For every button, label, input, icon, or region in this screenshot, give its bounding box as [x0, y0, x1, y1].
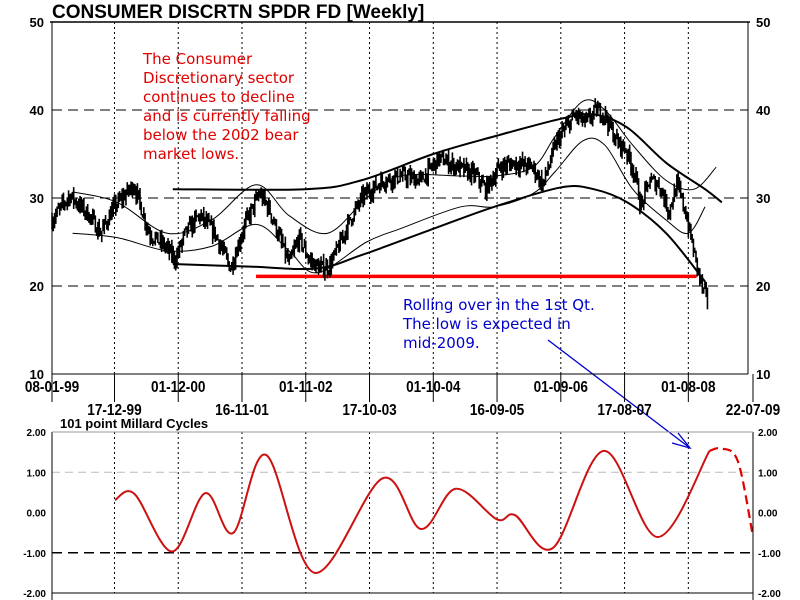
x-tick-label: 17-10-03 — [342, 402, 396, 419]
annotation-line: Discretionary sector — [143, 69, 295, 87]
osc-y-tick-label: -1.00 — [23, 549, 46, 560]
y-tick-label-right: 40 — [756, 103, 770, 118]
x-tick-label: 01-08-08 — [661, 379, 715, 396]
x-tick-label: 22-07-09 — [726, 402, 780, 419]
envelope-outer-upper — [172, 112, 723, 204]
osc-y-tick-label-right: 2.00 — [758, 428, 778, 439]
x-tick-label: 01-11-02 — [279, 379, 333, 396]
annotation-line: and is currently falling — [143, 107, 311, 125]
annotation-line: continues to decline — [143, 88, 295, 106]
y-tick-label-right: 50 — [756, 15, 770, 30]
oscillator-title: 101 point Millard Cycles — [60, 416, 208, 431]
y-tick-label: 30 — [30, 191, 44, 206]
envelope-inner-lower — [72, 137, 706, 274]
annotation-line: The low is expected in — [402, 315, 571, 333]
y-tick-label: 10 — [30, 367, 44, 382]
x-tick-label: 16-09-05 — [470, 402, 524, 419]
annotation-line: mid-2009. — [403, 334, 480, 352]
x-tick-label: 17-08-07 — [597, 402, 651, 419]
x-tick-label: 01-10-04 — [406, 379, 461, 396]
oscillator — [114, 339, 755, 574]
arrow-head-icon — [671, 432, 692, 450]
osc-y-tick-label-right: -2.00 — [758, 589, 781, 600]
osc-y-tick-label: 0.00 — [27, 509, 47, 520]
osc-y-tick-label-right: 0.00 — [758, 509, 778, 520]
price-bars — [51, 98, 709, 310]
chart-title: CONSUMER DISCRTN SPDR FD [Weekly] — [52, 2, 424, 23]
annotation-line: below the 2002 bear — [143, 126, 299, 144]
y-tick-label: 20 — [30, 279, 44, 294]
annotation-line: Rolling over in the 1st Qt. — [403, 296, 595, 314]
annotation-line: The Consumer — [142, 50, 253, 68]
y-tick-label-right: 20 — [756, 279, 770, 294]
annotation-line: market lows. — [143, 145, 239, 163]
osc-y-tick-label-right: -1.00 — [758, 549, 781, 560]
osc-y-tick-label: 2.00 — [27, 428, 47, 439]
osc-y-tick-label: 1.00 — [27, 468, 47, 479]
y-tick-label-right: 10 — [756, 367, 770, 382]
cycle-projection-line — [709, 446, 755, 537]
envelope-outer-lower — [172, 185, 706, 283]
osc-y-tick-label: -2.00 — [23, 589, 46, 600]
x-tick-label: 16-11-01 — [215, 402, 269, 419]
y-tick-label-right: 30 — [756, 191, 770, 206]
x-tick-label: 01-12-00 — [151, 379, 205, 396]
x-tick-label: 17-12-99 — [87, 402, 141, 419]
x-tick-label: 08-01-99 — [25, 379, 79, 396]
cycle-line — [114, 449, 711, 574]
y-tick-label: 40 — [30, 103, 44, 118]
y-tick-label: 50 — [30, 15, 44, 30]
x-tick-label: 01-09-06 — [534, 379, 588, 396]
arrow-line — [547, 339, 691, 449]
osc-y-tick-label-right: 1.00 — [758, 468, 778, 479]
